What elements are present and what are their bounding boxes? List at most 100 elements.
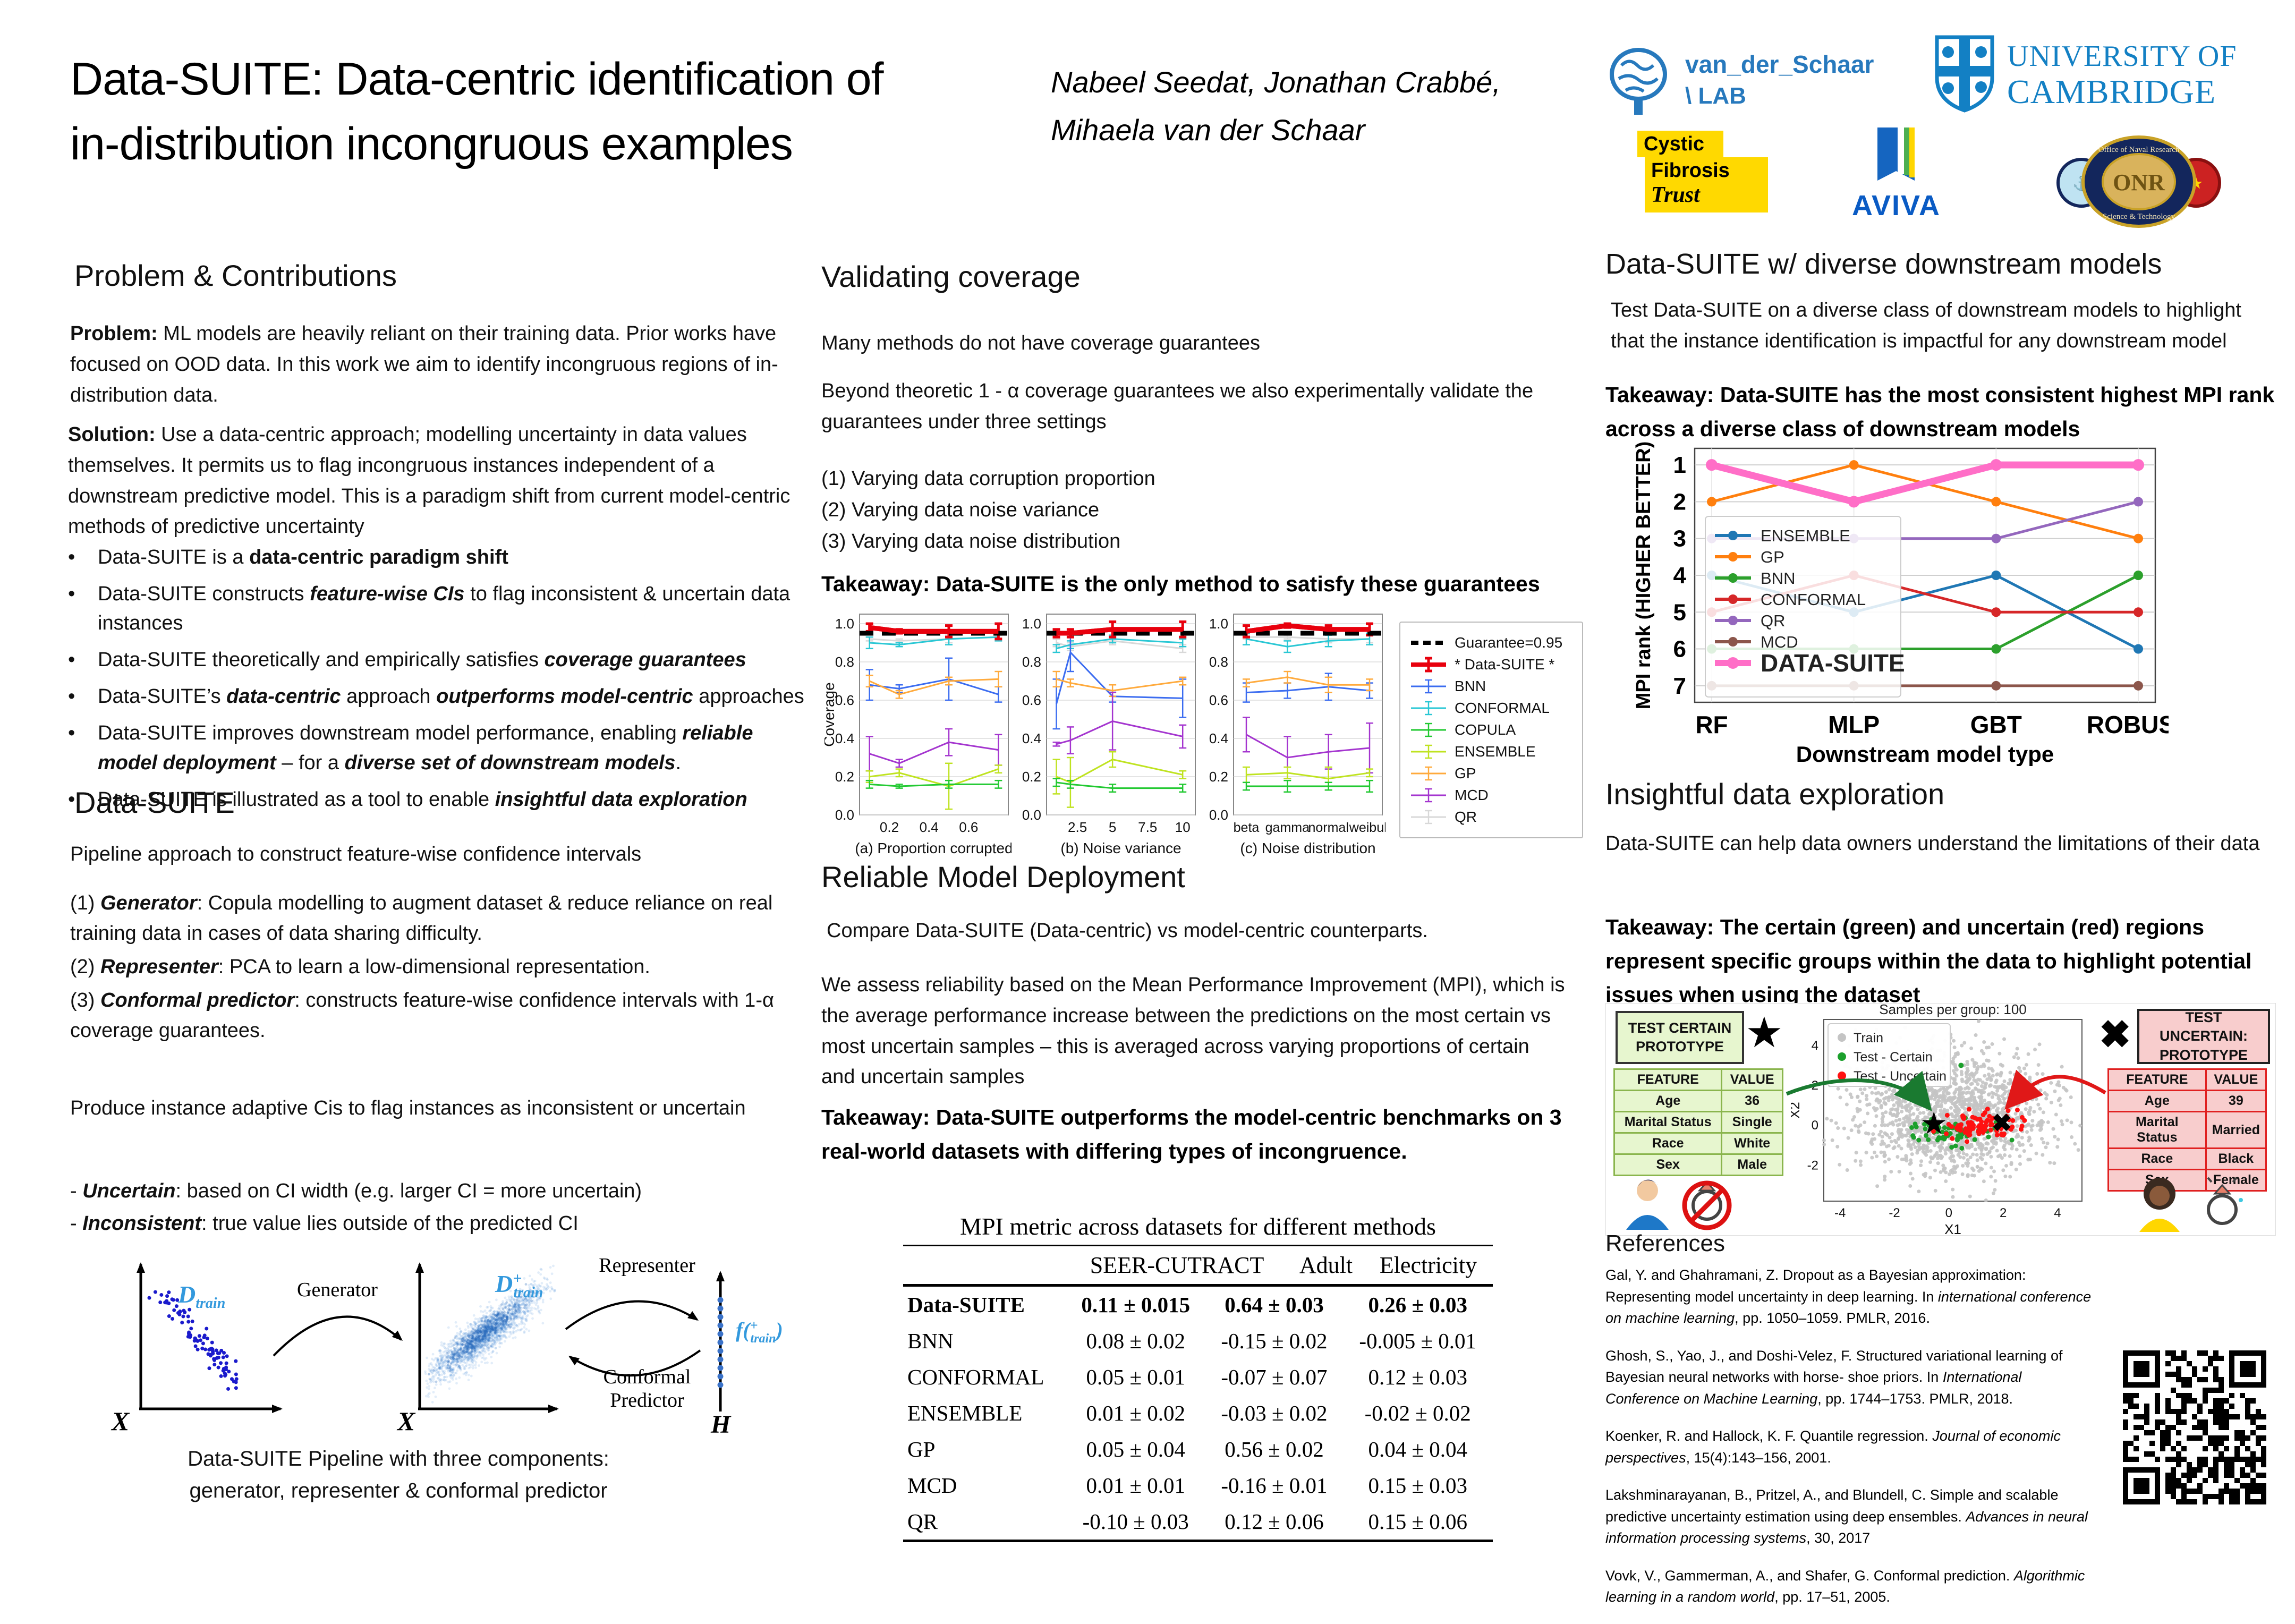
adaptive-cis-paragraph: Produce instance adaptive Cis to flag in…: [70, 1093, 761, 1124]
deployment-p2: We assess reliability based on the Mean …: [821, 970, 1565, 1093]
coverage-legend-item: COPULA: [1409, 721, 1574, 739]
svg-text:GBT: GBT: [1970, 711, 2022, 738]
svg-text:2: 2: [1673, 489, 1686, 515]
pipeline-intro: Pipeline approach to construct feature-w…: [70, 839, 793, 870]
mpi-table: MPI metric across datasets for different…: [903, 1212, 1493, 1542]
uncertain-person-ring-icons: [2132, 1172, 2254, 1232]
svg-text:Downstream model type: Downstream model type: [1796, 742, 2054, 766]
diverse-takeaway: Takeaway: Data-SUITE has the most consis…: [1605, 378, 2275, 446]
svg-text:GP: GP: [1761, 548, 1784, 566]
mpi-method-cell: ENSEMBLE: [903, 1395, 1066, 1431]
svg-text:MPI rank (HIGHER BETTER): MPI rank (HIGHER BETTER): [1633, 441, 1655, 710]
onr-logo: ⚓ ★ ONR Office of Naval Research Science…: [2048, 134, 2229, 229]
svg-text:2: 2: [2000, 1206, 2007, 1220]
svg-text:0.0: 0.0: [1209, 807, 1228, 823]
mpi-value-cell: -0.16 ± 0.01: [1205, 1467, 1342, 1503]
cf-box: Fibrosis Trust: [1645, 157, 1768, 212]
proto-header-cell: VALUE: [2206, 1069, 2266, 1091]
cystic-fibrosis-logo: Cystic Fibrosis Trust: [1637, 131, 1775, 216]
svg-text:7.5: 7.5: [1138, 819, 1157, 835]
svg-text:CONFORMAL: CONFORMAL: [1761, 590, 1866, 609]
aviva-logo: AVIVA: [1846, 127, 1962, 220]
section-reliable-deployment: Reliable Model Deployment: [821, 860, 1185, 894]
aviva-text: AVIVA: [1852, 189, 1941, 222]
svg-text:Generator: Generator: [297, 1279, 378, 1301]
mpi-value-cell: -0.005 ± 0.01: [1342, 1323, 1493, 1359]
onr-monogram: ONR: [2113, 169, 2165, 195]
svg-text:Test - Certain: Test - Certain: [1854, 1050, 1933, 1065]
aviva-flag-icon: [1877, 127, 1925, 186]
svg-text:0.8: 0.8: [1209, 654, 1228, 670]
mpi-value-cell: 0.15 ± 0.03: [1342, 1467, 1493, 1503]
contribution-bullet: •Data-SUITE constructs feature-wise CIs …: [63, 580, 806, 638]
mpi-value-cell: 0.08 ± 0.02: [1066, 1323, 1205, 1359]
coverage-legend-item: * Data-SUITE *: [1409, 656, 1574, 674]
svg-text:0.0: 0.0: [1022, 807, 1041, 823]
mpi-col-header: SEER-CUTRACT: [1066, 1246, 1288, 1284]
section-insightful: Insightful data exploration: [1605, 777, 1944, 811]
svg-text:0: 0: [1812, 1118, 1818, 1133]
poster-root: { "header": { "title_line1": "Data-SUITE…: [0, 0, 2295, 1530]
mpi-rank-chart: 1234567ENSEMBLEGPBNNCONFORMALQRMCDDATA-S…: [1632, 437, 2169, 766]
coverage-setting: (3) Varying data noise distribution: [821, 526, 1565, 557]
uncertain-title-line1: TEST UNCERTAIN:: [2139, 1008, 2268, 1045]
cross-icon: ✖: [2099, 1012, 2131, 1057]
uncertain-title-line2: PROTOTYPE: [2139, 1046, 2268, 1065]
mpi-value-cell: 0.01 ± 0.01: [1066, 1467, 1205, 1503]
contribution-bullet: •Data-SUITE is a data-centric paradigm s…: [63, 543, 806, 572]
svg-text:H: H: [710, 1410, 732, 1435]
pipeline-caption: Data-SUITE Pipeline with three component…: [159, 1443, 638, 1507]
svg-text:7: 7: [1673, 673, 1686, 699]
title-line-1: Data-SUITE: Data-centric identification …: [70, 47, 1026, 112]
pipeline-caption-line1: Data-SUITE Pipeline with three component…: [159, 1443, 638, 1475]
proto-header-cell: FEATURE: [2109, 1069, 2206, 1091]
onr-top-text: Office of Naval Research: [2098, 146, 2180, 154]
svg-text:X: X: [110, 1406, 130, 1435]
problem-paragraph: Problem: ML models are heavily reliant o…: [70, 319, 787, 411]
svg-text:Coverage: Coverage: [824, 682, 837, 746]
certain-person-ring-icons: [1622, 1172, 1739, 1231]
svg-text:RF: RF: [1695, 711, 1728, 738]
mpi-value-cell: 0.15 ± 0.06: [1342, 1503, 1493, 1540]
lab-sub: \ LAB: [1685, 83, 1746, 109]
svg-text:Representer: Representer: [599, 1254, 695, 1277]
coverage-legend-item: MCD: [1409, 786, 1574, 804]
svg-text:0.2: 0.2: [880, 819, 899, 835]
svg-text:Conformal: Conformal: [604, 1366, 691, 1388]
svg-text:(a) Proportion corrupted: (a) Proportion corrupted: [855, 840, 1012, 856]
svg-text:2.5: 2.5: [1068, 819, 1087, 835]
pipeline-steps: (1) Generator: Copula modelling to augme…: [70, 888, 793, 1049]
svg-text:BNN: BNN: [1761, 569, 1795, 588]
coverage-setting: (2) Varying data noise variance: [821, 495, 1565, 526]
contribution-bullet: •Data-SUITE’s data-centric approach outp…: [63, 682, 806, 711]
certain-title-line2: PROTOTYPE: [1618, 1038, 1742, 1056]
contribution-bullets: •Data-SUITE is a data-centric paradigm s…: [63, 543, 806, 822]
reference-item: Koenker, R. and Hallock, K. F. Quantile …: [1605, 1425, 2100, 1468]
mpi-value-cell: 0.04 ± 0.04: [1342, 1431, 1493, 1467]
svg-text:MLP: MLP: [1828, 711, 1880, 738]
cambridge-line-2: CAMBRIDGE: [2007, 73, 2216, 110]
pipeline-caption-line2: generator, representer & conformal predi…: [159, 1475, 638, 1507]
mpi-value-cell: 0.56 ± 0.02: [1205, 1431, 1342, 1467]
svg-text:0.6: 0.6: [835, 692, 854, 708]
coverage-settings: (1) Varying data corruption proportion(2…: [821, 463, 1565, 557]
authors-line-2: Mihaela van der Schaar: [1051, 106, 1582, 154]
proto-header-cell: FEATURE: [1614, 1069, 1722, 1091]
cf-line-3: Trust: [1651, 182, 1768, 208]
coverage-legend-item: ENSEMBLE: [1409, 743, 1574, 761]
mpi-value-cell: 0.11 ± 0.015: [1066, 1287, 1205, 1323]
coverage-p2: Beyond theoretic 1 - α coverage guarante…: [821, 376, 1565, 438]
svg-text:0.4: 0.4: [1022, 730, 1041, 746]
